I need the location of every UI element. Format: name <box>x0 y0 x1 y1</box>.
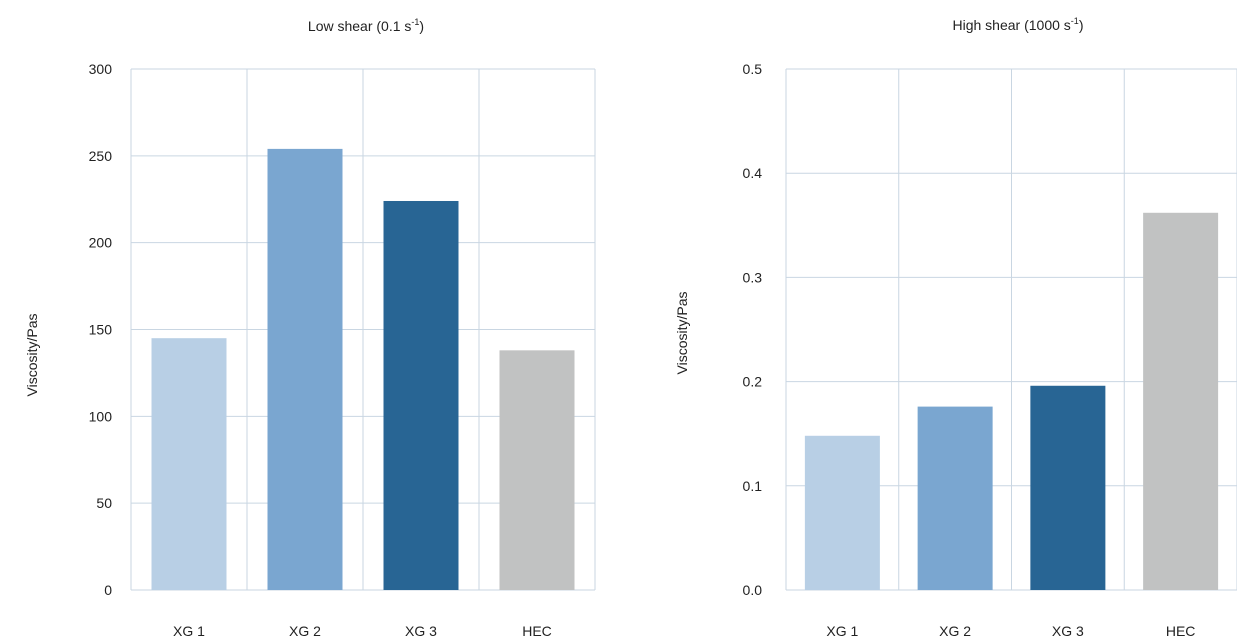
y-tick-label: 0.5 <box>743 61 763 77</box>
x-tick-label: XG 1 <box>826 623 858 639</box>
y-axis-label-high-shear: Viscosity/Pas <box>674 292 690 375</box>
y-tick-label: 300 <box>89 61 113 77</box>
chart-title-low-shear: Low shear (0.1 s-1) <box>308 17 424 34</box>
bar-xg-3 <box>383 200 459 590</box>
bars-low-shear <box>151 148 575 591</box>
y-tick-label: 200 <box>89 235 113 251</box>
x-tick-label: XG 3 <box>1052 623 1084 639</box>
x-tick-label: XG 2 <box>289 623 321 639</box>
chart-high-shear: High shear (1000 s-1) Viscosity/Pas 0.00… <box>674 16 1237 639</box>
x-ticks-high-shear: XG 1 XG 2 XG 3 HEC <box>826 623 1195 639</box>
y-ticks-high-shear: 0.0 0.1 0.2 0.3 0.4 0.5 <box>743 61 763 598</box>
y-tick-label: 0.2 <box>743 374 763 390</box>
x-ticks-low-shear: XG 1 XG 2 XG 3 HEC <box>173 623 552 639</box>
y-tick-label: 250 <box>89 148 113 164</box>
x-tick-label: HEC <box>522 623 552 639</box>
bar-xg-1 <box>151 338 227 590</box>
bar-xg-2 <box>267 148 343 591</box>
x-tick-label: XG 3 <box>405 623 437 639</box>
y-tick-label: 0.1 <box>743 478 763 494</box>
y-tick-label: 50 <box>96 495 112 511</box>
y-tick-label: 100 <box>89 408 113 424</box>
y-tick-label: 0.3 <box>743 269 763 285</box>
chart-low-shear: Low shear (0.1 s-1) Viscosity/Pas 0 50 100… <box>24 17 596 639</box>
y-tick-label: 0.4 <box>743 165 763 181</box>
y-tick-label: 0 <box>104 582 112 598</box>
y-axis-label-low-shear: Viscosity/Pas <box>24 314 40 397</box>
bar-hec <box>499 350 575 590</box>
chart-title-high-shear: High shear (1000 s-1) <box>953 16 1084 33</box>
bar-xg-2 <box>917 406 993 590</box>
y-ticks-low-shear: 0 50 100 150 200 250 300 <box>89 61 113 598</box>
y-tick-label: 150 <box>89 322 113 338</box>
bar-hec <box>1143 212 1219 590</box>
bar-xg-3 <box>1030 385 1106 590</box>
bars-high-shear <box>804 212 1219 590</box>
x-tick-label: HEC <box>1166 623 1196 639</box>
gridlines-high-shear <box>785 68 1237 591</box>
bar-xg-1 <box>804 435 880 590</box>
y-tick-label: 0.0 <box>743 582 763 598</box>
x-tick-label: XG 1 <box>173 623 205 639</box>
x-tick-label: XG 2 <box>939 623 971 639</box>
